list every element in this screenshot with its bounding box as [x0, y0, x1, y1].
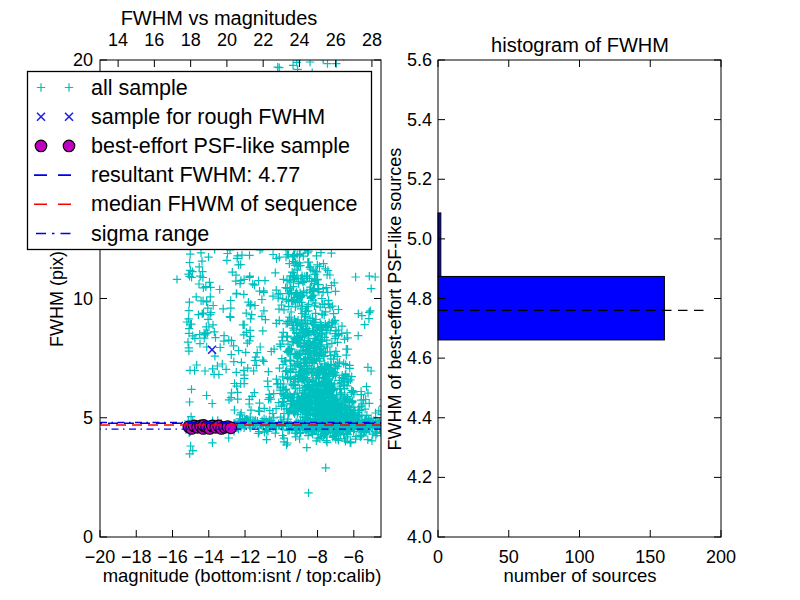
x-tick-label: 100	[564, 547, 594, 567]
rough-fwhm-points	[187, 346, 233, 432]
top-tick-label: 20	[217, 30, 237, 50]
top-tick-label: 22	[253, 30, 273, 50]
y-tick-label: 0	[83, 527, 93, 547]
legend-label: all sample	[91, 76, 188, 100]
y-tick-label: 4.4	[407, 408, 432, 428]
legend-label: sample for rough FWHM	[91, 105, 325, 129]
x-tick-label: −16	[157, 547, 188, 567]
x-tick-label: −10	[266, 547, 297, 567]
scatter-plot-xlabel: magnitude (bottom:isnt / top:calib)	[103, 565, 382, 586]
x-tick-label: 200	[706, 547, 736, 567]
histogram-xlabel: number of sources	[503, 565, 656, 586]
y-tick-label: 4.6	[407, 348, 432, 368]
x-tick-label: −20	[85, 547, 116, 567]
x-tick-label: 0	[433, 547, 443, 567]
top-tick-label: 14	[108, 30, 128, 50]
y-tick-label: 5.6	[407, 50, 432, 70]
histogram-title: histogram of FWHM	[491, 34, 669, 56]
x-tick-label: 50	[499, 547, 519, 567]
top-tick-label: 24	[289, 30, 309, 50]
y-tick-label: 20	[73, 50, 93, 70]
histogram-bar	[438, 276, 664, 340]
x-tick-label: −8	[307, 547, 328, 567]
histogram-ylabel: FWHM of best-effort PSF-like sources	[385, 148, 405, 451]
x-tick-label: −6	[344, 547, 365, 567]
y-tick-label: 10	[73, 289, 93, 309]
top-tick-label: 18	[181, 30, 201, 50]
top-tick-label: 26	[326, 30, 346, 50]
legend: all sample sample for rough FWHM best-effo…	[28, 72, 372, 250]
y-tick-label: 5.4	[407, 110, 432, 130]
y-tick-label: 5.0	[407, 229, 432, 249]
legend-label: sigma range	[91, 222, 209, 246]
scatter-plot-title: FWHM vs magnitudes	[121, 7, 318, 29]
top-tick-label: 16	[144, 30, 164, 50]
x-tick-label: −12	[230, 547, 261, 567]
legend-label: best-effort PSF-like sample	[91, 134, 350, 158]
top-tick-label: 28	[362, 30, 382, 50]
y-tick-label: 5	[83, 408, 93, 428]
legend-circle-marker	[63, 140, 75, 152]
scatter-plot-ylabel: FWHM (pix)	[47, 251, 67, 347]
histogram-plot: 0 50 100 150 200 4.0 4.2 4.4 4.6 4.8 5.0 5.2 5.4 5.6	[407, 50, 736, 567]
x-tick-label: −14	[194, 547, 225, 567]
legend-circle-marker	[35, 140, 47, 152]
legend-label: resultant FWHM: 4.77	[91, 163, 300, 187]
figure: −20−18−16 −14−12−10 −8 −6 14 16 18 20 22 24 26 28 0 5…	[0, 0, 800, 600]
y-tick-label: 4.2	[407, 467, 432, 487]
y-tick-label: 5.2	[407, 169, 432, 189]
y-tick-label: 4.0	[407, 527, 432, 547]
x-tick-label: −18	[121, 547, 152, 567]
x-tick-label: 150	[635, 547, 665, 567]
legend-label: median FHWM of sequence	[91, 192, 357, 216]
y-tick-label: 4.8	[407, 289, 432, 309]
